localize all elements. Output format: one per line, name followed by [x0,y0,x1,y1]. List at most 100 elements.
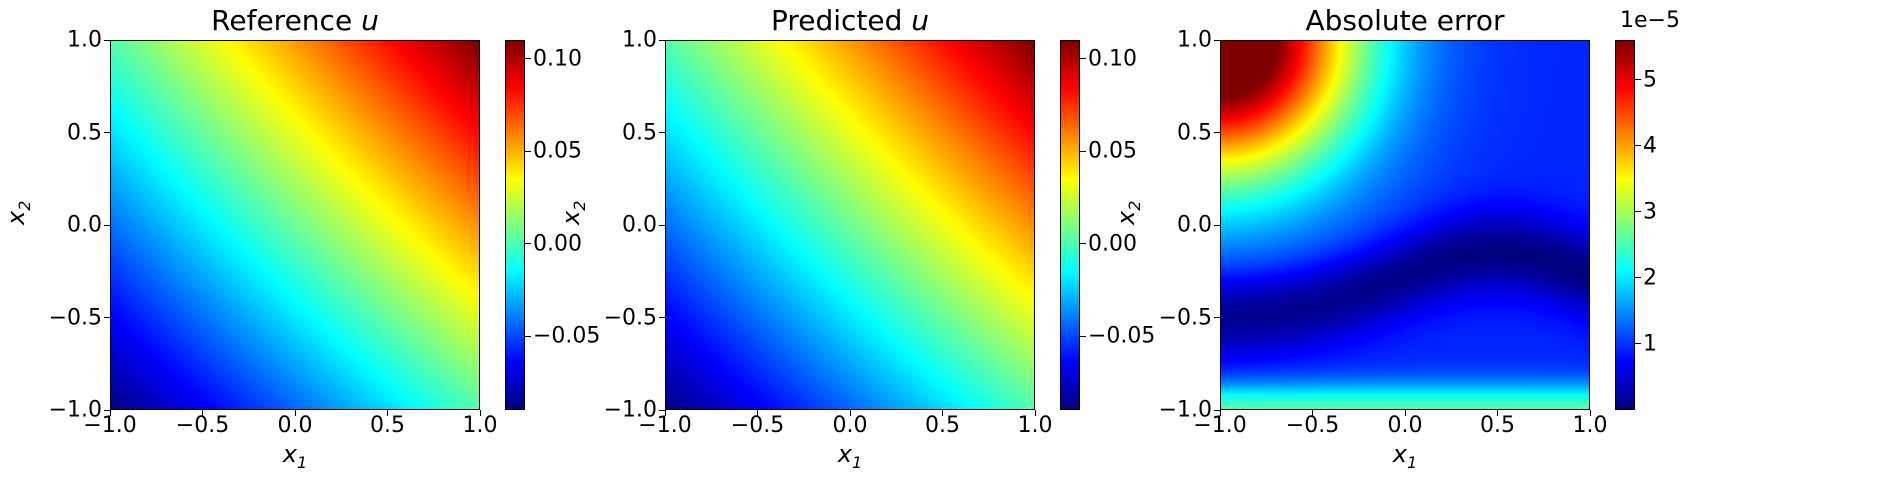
y-tick-mark [1214,409,1220,411]
colorbar-tick-label: 0.05 [1088,138,1137,164]
colorbar-tick-mark [1080,58,1086,59]
colorbar-tick-label: 1 [1643,331,1657,357]
y-tick-label: −0.5 [48,305,102,330]
heatmap-image [1221,41,1589,409]
x-tick-mark [757,410,758,416]
x-tick-mark [664,410,666,416]
colorbar-tick-label: 5 [1643,67,1657,93]
x-tick-mark [1589,410,1591,416]
y-tick-label: 1.0 [67,27,102,53]
x-tick-label: 1.0 [1017,413,1053,438]
y-axis-label: x2 [2,200,34,225]
y-tick-mark [1214,317,1220,318]
heatmap-plot [110,40,480,410]
x-tick-label: 0.0 [277,413,313,438]
colorbar [505,40,525,410]
y-tick-mark [659,224,665,226]
x-tick-mark [1034,410,1036,416]
colorbar [1060,40,1080,410]
colorbar-tick-mark [1080,335,1086,337]
x-tick-mark [109,410,111,416]
chart-panel-2: Predicted u −1.0 −0.5 0.0 0.5 1.0 1.0 0.5 0.0 −0.… [555,0,1188,484]
colorbar-tick-mark [1080,150,1086,152]
colorbar-tick-mark [525,150,531,152]
y-tick-mark [1214,224,1220,226]
y-tick-mark [104,132,110,133]
y-tick-mark [1214,39,1220,41]
x-tick-label: −0.5 [175,413,230,438]
x-tick-mark [1497,410,1498,416]
x-tick-label: 0.0 [832,413,868,438]
chart-title: Predicted u [770,4,930,37]
heatmap-image [666,41,1034,409]
x-tick-label: −0.5 [730,413,785,438]
y-tick-mark [659,317,665,318]
colorbar-tick-mark [1635,79,1641,81]
y-axis-label: x2 [557,200,589,225]
x-axis-label: x1 [837,440,863,472]
x-axis-label: x1 [282,440,308,472]
y-axis-label: x2 [1112,200,1144,225]
x-tick-mark [1312,410,1313,416]
y-tick-label: −0.5 [1158,305,1212,330]
x-tick-mark [942,410,943,416]
y-tick-mark [104,39,110,41]
x-tick-mark [202,410,203,416]
heatmap-image [111,41,479,409]
chart-title: Absolute error [1305,4,1505,37]
x-tick-mark [1219,410,1221,416]
colorbar-tick-label: 0.00 [1088,231,1137,256]
y-tick-label: 0.0 [622,212,657,238]
y-tick-label: 1.0 [1177,27,1212,53]
colorbar-tick-mark [1635,343,1641,345]
chart-panel-1: Reference u −1.0 −0.5 0.0 0.5 1.0 1.0 0.5 0.0 −0.… [0,0,633,484]
x-tick-mark [479,410,481,416]
x-tick-label: −1.0 [638,413,692,438]
x-tick-mark [387,410,388,416]
y-tick-label: 0.5 [67,120,102,145]
colorbar-tick-mark [525,243,531,244]
colorbar [1615,40,1635,410]
x-tick-label: −1.0 [83,413,137,438]
y-tick-mark [659,409,665,411]
x-tick-label: 0.5 [925,413,960,438]
colorbar-tick-mark [525,335,531,337]
colorbar-gradient [506,41,524,409]
colorbar-tick-mark [1635,277,1641,279]
colorbar-tick-label: 0.05 [533,138,582,164]
y-tick-label: −1.0 [1158,397,1212,423]
y-tick-label: 0.0 [1177,212,1212,238]
x-axis-label: x1 [1392,440,1418,472]
heatmap-plot [665,40,1035,410]
x-tick-mark [294,410,296,416]
colorbar-tick-label: 4 [1643,133,1657,159]
colorbar-tick-mark [1080,243,1086,244]
colorbar-tick-label: 3 [1643,199,1657,225]
y-tick-label: 0.5 [622,120,657,145]
colorbar-tick-label: 2 [1643,265,1657,291]
chart-title: Reference u [211,4,379,37]
y-tick-mark [104,317,110,318]
colorbar-exponent: 1e−5 [1620,8,1680,33]
x-tick-mark [849,410,851,416]
y-tick-label: −1.0 [48,397,102,423]
x-tick-label: 0.5 [370,413,405,438]
x-tick-label: −1.0 [1193,413,1247,438]
y-tick-mark [104,409,110,411]
chart-panel-3: Absolute error −1.0 −0.5 0.0 0.5 1.0 1.0 0.5 0.0… [1110,0,1743,484]
y-tick-label: 0.5 [1177,120,1212,145]
colorbar-tick-label: 0.10 [533,46,582,71]
colorbar-tick-label: −0.05 [533,323,601,349]
y-tick-label: 0.0 [67,212,102,238]
colorbar-gradient [1061,41,1079,409]
y-tick-mark [659,39,665,41]
x-tick-label: 1.0 [1572,413,1608,438]
y-tick-mark [1214,132,1220,133]
colorbar-tick-mark [1635,145,1641,147]
y-tick-label: −0.5 [603,305,657,330]
x-tick-label: 0.5 [1480,413,1515,438]
colorbar-tick-label: 0.10 [1088,46,1137,71]
colorbar-tick-mark [1635,211,1641,213]
colorbar-tick-mark [525,58,531,59]
x-tick-mark [1404,410,1406,416]
